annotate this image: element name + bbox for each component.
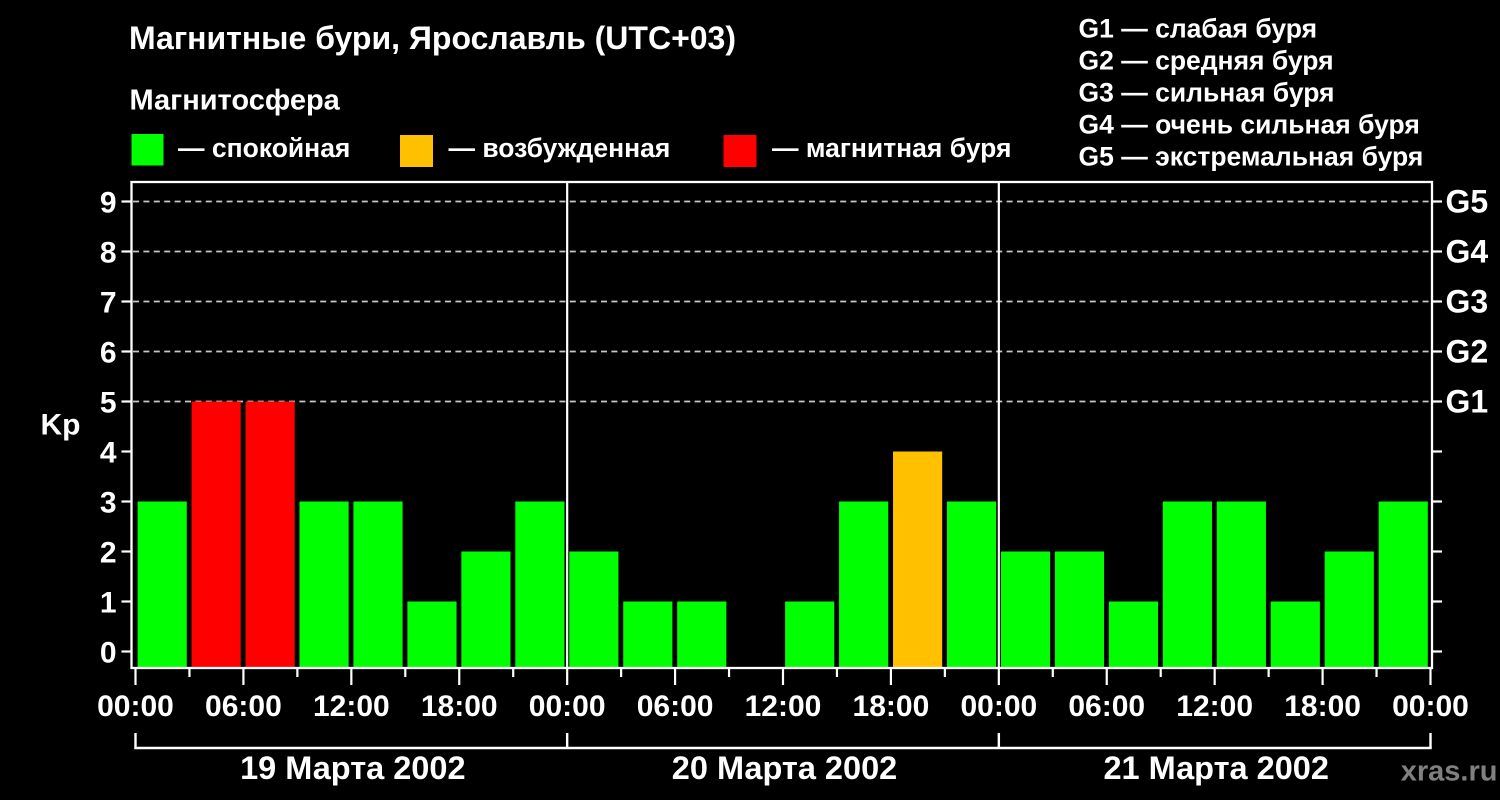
svg-text:3: 3 bbox=[100, 487, 117, 520]
svg-text:21 Марта 2002: 21 Марта 2002 bbox=[1103, 750, 1328, 786]
svg-text:0: 0 bbox=[100, 637, 117, 670]
svg-text:18:00: 18:00 bbox=[853, 690, 930, 723]
svg-text:12:00: 12:00 bbox=[1176, 690, 1253, 723]
svg-text:00:00: 00:00 bbox=[97, 690, 174, 723]
svg-text:G4 — очень сильная буря: G4 — очень сильная буря bbox=[1079, 110, 1420, 140]
svg-text:— спокойная: — спокойная bbox=[178, 133, 350, 163]
svg-text:G2 — средняя буря: G2 — средняя буря bbox=[1079, 46, 1334, 76]
svg-text:G4: G4 bbox=[1446, 234, 1489, 270]
svg-text:20 Марта 2002: 20 Марта 2002 bbox=[672, 750, 897, 786]
svg-text:6: 6 bbox=[100, 337, 117, 370]
svg-text:— возбужденная: — возбужденная bbox=[449, 133, 671, 163]
svg-text:G3: G3 bbox=[1446, 284, 1489, 320]
svg-text:8: 8 bbox=[100, 237, 117, 270]
svg-text:06:00: 06:00 bbox=[637, 690, 714, 723]
svg-text:G5: G5 bbox=[1446, 184, 1489, 220]
svg-text:18:00: 18:00 bbox=[1284, 690, 1361, 723]
svg-text:06:00: 06:00 bbox=[205, 690, 282, 723]
svg-text:G3 — сильная буря: G3 — сильная буря bbox=[1079, 78, 1335, 108]
svg-text:00:00: 00:00 bbox=[1392, 690, 1469, 723]
svg-text:00:00: 00:00 bbox=[960, 690, 1037, 723]
svg-text:Магнитные бури, Ярославль (UTC: Магнитные бури, Ярославль (UTC+03) bbox=[129, 20, 736, 56]
svg-text:xras.ru: xras.ru bbox=[1401, 755, 1498, 787]
svg-text:Магнитосфера: Магнитосфера bbox=[130, 85, 341, 117]
svg-text:00:00: 00:00 bbox=[529, 690, 606, 723]
svg-text:2: 2 bbox=[100, 537, 117, 570]
svg-text:G1 — слабая буря: G1 — слабая буря bbox=[1079, 14, 1318, 44]
svg-text:5: 5 bbox=[100, 387, 117, 420]
svg-text:12:00: 12:00 bbox=[313, 690, 390, 723]
svg-text:12:00: 12:00 bbox=[745, 690, 822, 723]
svg-text:— магнитная буря: — магнитная буря bbox=[772, 133, 1011, 163]
svg-text:G5 — экстремальная буря: G5 — экстремальная буря bbox=[1079, 142, 1424, 172]
svg-text:G2: G2 bbox=[1446, 334, 1489, 370]
svg-text:19 Марта 2002: 19 Марта 2002 bbox=[240, 750, 465, 786]
svg-text:18:00: 18:00 bbox=[421, 690, 498, 723]
svg-text:Kp: Kp bbox=[41, 409, 81, 442]
svg-text:G1: G1 bbox=[1446, 384, 1489, 420]
svg-text:4: 4 bbox=[100, 437, 117, 470]
svg-text:9: 9 bbox=[100, 187, 117, 220]
svg-text:06:00: 06:00 bbox=[1068, 690, 1145, 723]
svg-text:7: 7 bbox=[100, 287, 117, 320]
svg-text:1: 1 bbox=[100, 587, 117, 620]
